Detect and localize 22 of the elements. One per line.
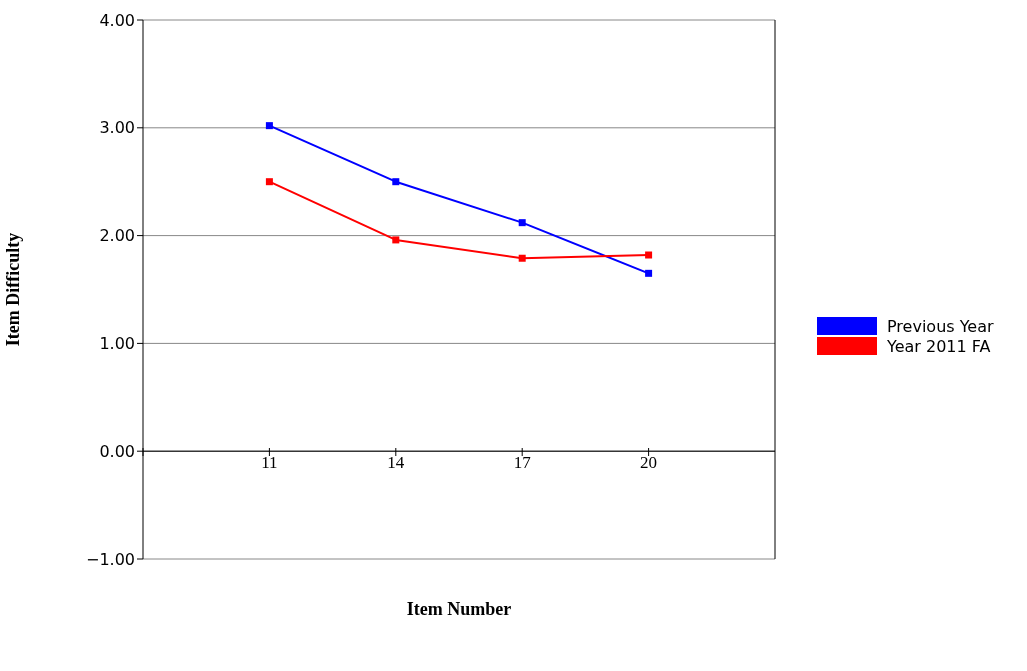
point <box>265 178 273 186</box>
point <box>645 269 653 277</box>
y-tick-label: 2.00 <box>99 226 135 246</box>
x-tick-label: 14 <box>387 453 405 472</box>
y-tick-label: 3.00 <box>99 118 135 138</box>
point <box>392 178 400 186</box>
x-axis-title: Item Number <box>406 599 512 619</box>
point <box>392 236 400 244</box>
legend-label: Year 2011 FA <box>887 336 991 356</box>
y-tick-label: 4.00 <box>99 10 135 30</box>
point <box>645 251 653 259</box>
y-tick-label: 0.00 <box>99 441 135 461</box>
point <box>518 219 526 227</box>
x-tick-label: 11 <box>261 453 278 472</box>
x-tick-label: 20 <box>640 453 658 472</box>
point <box>518 254 526 262</box>
y-tick-label: −1.00 <box>85 549 135 569</box>
point <box>265 122 273 130</box>
legend-label: Previous Year <box>887 316 994 336</box>
y-tick-label: 1.00 <box>99 334 135 354</box>
x-tick-label: 17 <box>513 453 532 472</box>
y-axis-title: Item Difficulty <box>3 232 24 347</box>
